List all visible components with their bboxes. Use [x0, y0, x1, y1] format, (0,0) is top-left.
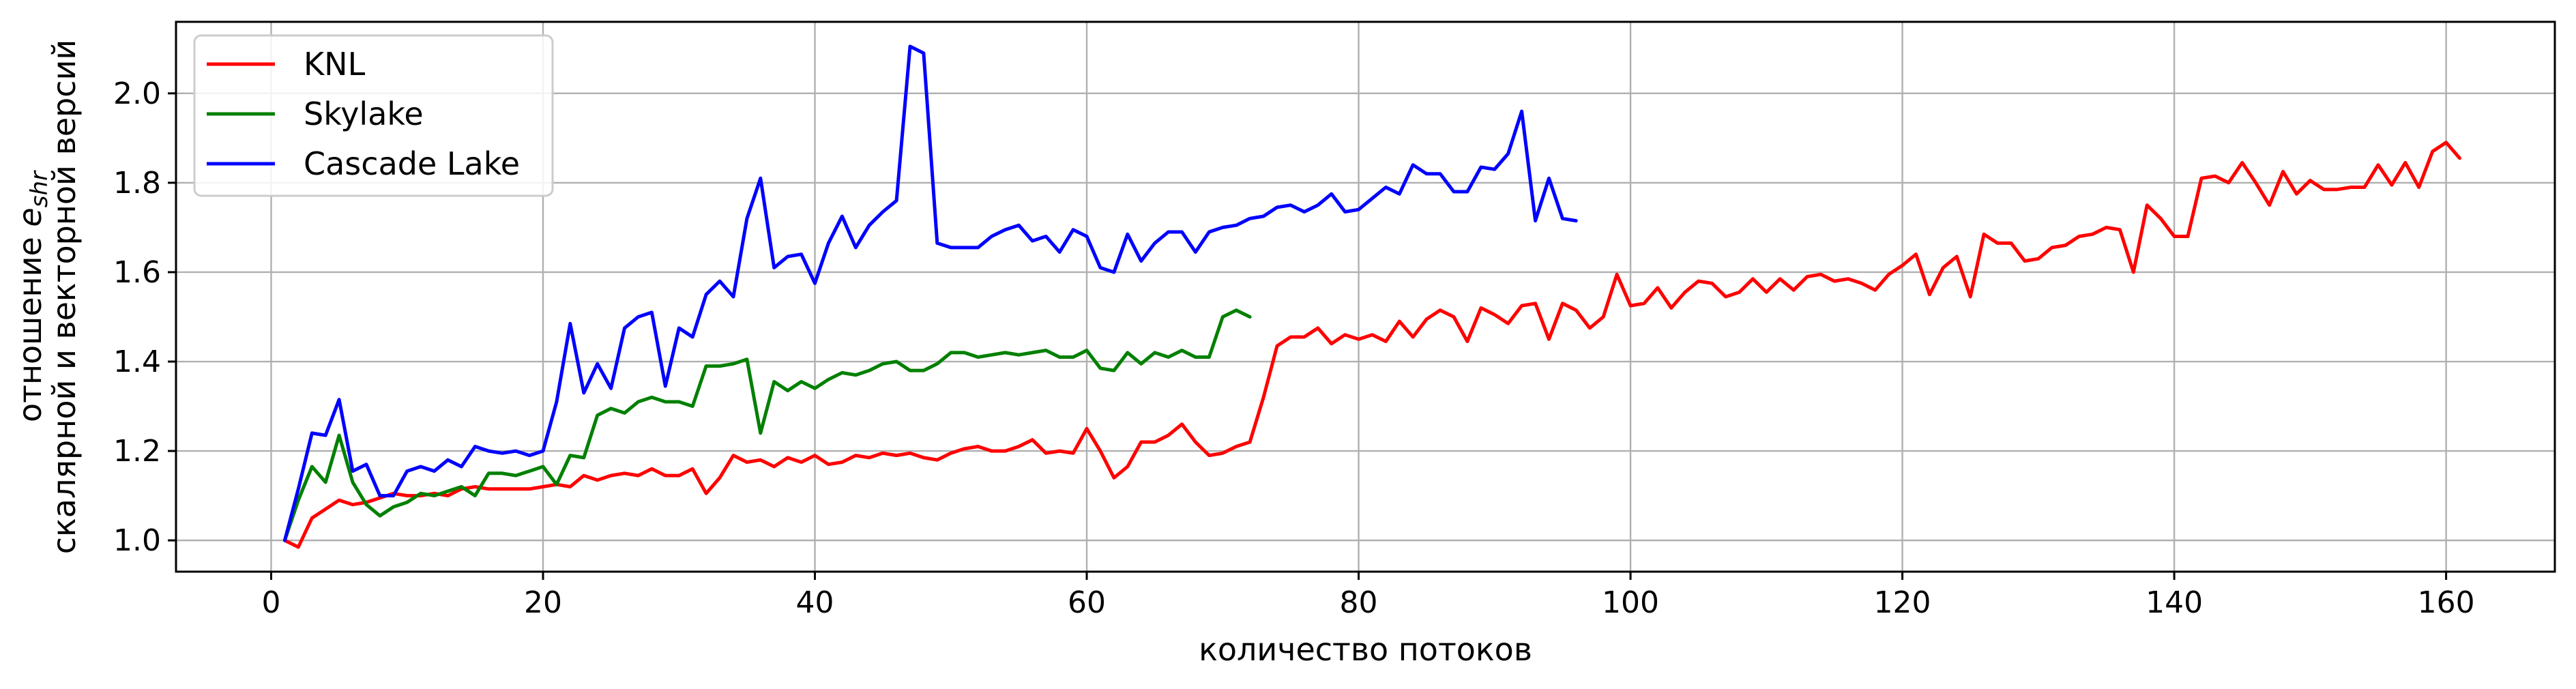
series-lines — [282, 44, 2461, 549]
x-axis-ticks: 0 20 40 60 80 100 120 140 160 — [261, 572, 2475, 620]
series-line-skylake — [282, 308, 1252, 542]
y-axis-title-subscript: shr — [26, 170, 53, 207]
x-tick-label: 60 — [1068, 585, 1106, 620]
y-axis-title-prefix: отношение — [12, 227, 48, 422]
legend-label: Skylake — [304, 96, 424, 132]
x-axis-title: количество потоков — [1199, 631, 1532, 668]
legend-label: KNL — [304, 46, 366, 83]
x-tick-label: 100 — [1602, 585, 1659, 620]
x-tick-label: 40 — [796, 585, 834, 620]
x-tick-label: 0 — [261, 585, 280, 620]
y-tick-label: 2.0 — [113, 76, 161, 111]
y-tick-label: 1.0 — [113, 523, 161, 558]
y-axis-title-line2: скалярной и векторной версий — [46, 40, 83, 555]
y-tick-label: 1.6 — [113, 255, 161, 290]
x-tick-label: 20 — [524, 585, 562, 620]
series-line-cascade-lake — [282, 44, 1578, 542]
y-tick-label: 1.4 — [113, 344, 161, 379]
series-line-knl — [282, 141, 2461, 549]
x-tick-label: 80 — [1340, 585, 1378, 620]
legend-label: Cascade Lake — [304, 145, 520, 182]
plot-frame — [175, 20, 2556, 573]
grid-lines — [176, 22, 2555, 572]
x-tick-label: 140 — [2146, 585, 2203, 620]
x-tick-label: 160 — [2418, 585, 2475, 620]
legend-box — [193, 34, 554, 197]
x-tick-label: 120 — [1874, 585, 1931, 620]
y-axis-title-line1: отношение eshr — [12, 170, 53, 422]
y-axis-title: отношение eshr скалярной и векторной вер… — [12, 40, 83, 555]
y-axis-ticks: 1.0 1.2 1.4 1.6 1.8 2.0 — [113, 76, 176, 558]
y-axis-title-variable: e — [12, 207, 48, 226]
y-tick-label: 1.8 — [113, 166, 161, 201]
legend: KNL Skylake Cascade Lake — [193, 34, 554, 197]
y-tick-label: 1.2 — [113, 434, 161, 469]
